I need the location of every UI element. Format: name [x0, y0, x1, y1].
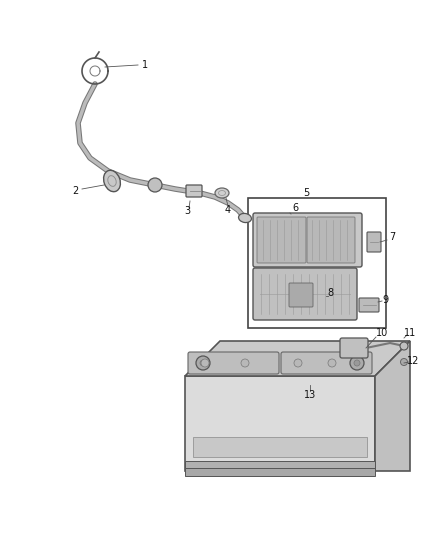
FancyBboxPatch shape	[340, 338, 368, 358]
Text: 9: 9	[382, 295, 388, 305]
FancyBboxPatch shape	[186, 185, 202, 197]
Circle shape	[328, 359, 336, 367]
Circle shape	[294, 359, 302, 367]
Circle shape	[201, 359, 209, 367]
Text: 1: 1	[142, 60, 148, 70]
Text: 4: 4	[225, 205, 231, 215]
Bar	[185, 468, 375, 476]
FancyBboxPatch shape	[281, 352, 372, 374]
Polygon shape	[375, 341, 410, 471]
Bar	[185, 461, 375, 471]
Bar	[185, 376, 375, 471]
FancyBboxPatch shape	[253, 268, 357, 320]
Text: 10: 10	[376, 328, 388, 338]
Text: 12: 12	[407, 356, 419, 366]
Bar	[248, 198, 386, 328]
Bar	[193, 437, 367, 457]
Circle shape	[200, 360, 206, 366]
Text: 3: 3	[184, 206, 190, 216]
Text: 8: 8	[327, 288, 333, 298]
Text: 5: 5	[303, 188, 309, 198]
FancyBboxPatch shape	[289, 283, 313, 307]
FancyBboxPatch shape	[307, 217, 355, 263]
Text: 11: 11	[404, 328, 416, 338]
Circle shape	[241, 359, 249, 367]
FancyBboxPatch shape	[188, 352, 279, 374]
Circle shape	[196, 356, 210, 370]
FancyBboxPatch shape	[257, 217, 306, 263]
Circle shape	[400, 359, 407, 366]
FancyBboxPatch shape	[367, 232, 381, 252]
Text: 6: 6	[292, 203, 298, 213]
Ellipse shape	[239, 213, 251, 223]
FancyBboxPatch shape	[359, 298, 379, 312]
Circle shape	[354, 360, 360, 366]
Text: 7: 7	[389, 232, 395, 242]
Polygon shape	[185, 341, 410, 376]
Ellipse shape	[104, 171, 120, 192]
Text: 13: 13	[304, 390, 316, 400]
Circle shape	[148, 178, 162, 192]
Circle shape	[350, 356, 364, 370]
Ellipse shape	[215, 188, 229, 198]
Circle shape	[400, 342, 408, 350]
FancyBboxPatch shape	[253, 213, 362, 267]
Text: 2: 2	[72, 186, 78, 196]
